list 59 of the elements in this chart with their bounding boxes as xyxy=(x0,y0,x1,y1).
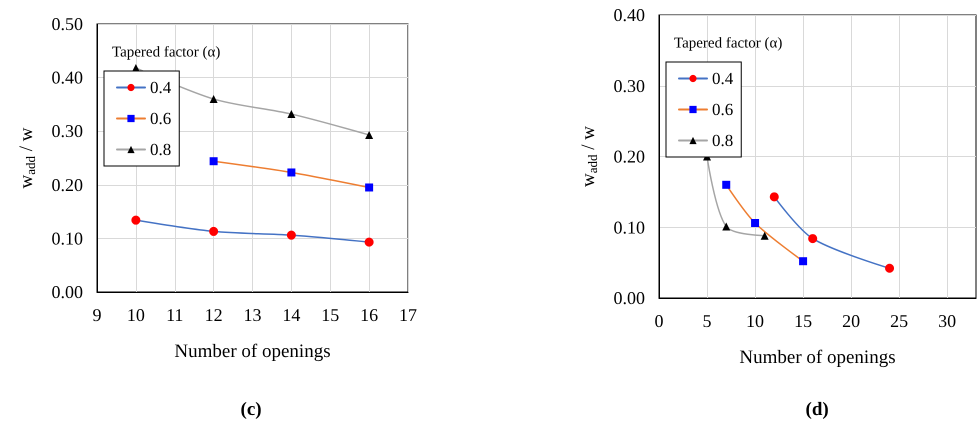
legend-label: 0.4 xyxy=(712,69,734,88)
point xyxy=(722,180,730,189)
x-tick-label: 15 xyxy=(321,305,340,325)
x-tick-label: 14 xyxy=(282,305,300,325)
point xyxy=(365,130,374,139)
y-tick-label: 0.20 xyxy=(52,174,83,195)
point xyxy=(364,238,374,247)
point xyxy=(770,192,779,202)
x-tick-label: 13 xyxy=(244,305,262,325)
point xyxy=(287,168,296,176)
legend-title: Tapered factor (α) xyxy=(674,36,782,52)
x-tick-label: 10 xyxy=(746,311,764,331)
x-tick-label: 20 xyxy=(842,311,860,331)
y-tick-label: 0.00 xyxy=(52,282,83,302)
point xyxy=(365,183,374,192)
x-tick-label: 30 xyxy=(938,311,956,331)
y-tick-label: 0.00 xyxy=(614,288,645,308)
y-tick-label: 0.40 xyxy=(52,68,83,88)
y-tick-label: 0.20 xyxy=(614,146,645,166)
legend-label: 0.8 xyxy=(150,140,172,159)
x-tick-label: 16 xyxy=(360,305,378,325)
x-tick-label: 25 xyxy=(890,311,908,331)
point xyxy=(808,234,818,244)
point xyxy=(287,110,296,118)
y-tick-label: 0.40 xyxy=(614,5,645,25)
x-tick-label: 17 xyxy=(399,305,417,325)
legend-label: 0.4 xyxy=(150,78,172,97)
point xyxy=(210,95,218,104)
point xyxy=(722,222,730,231)
y-tick-label: 0.30 xyxy=(52,121,83,142)
x-tick-label: 11 xyxy=(166,305,184,325)
y-tick-label: 0.10 xyxy=(52,228,83,248)
x-tick-label: 5 xyxy=(702,311,712,331)
legend-label: 0.8 xyxy=(712,131,734,150)
point xyxy=(131,216,140,225)
legend-label: 0.6 xyxy=(150,109,172,128)
y-axis-title: wadd / w xyxy=(578,126,600,187)
y-tick-label: 0.50 xyxy=(52,14,83,34)
point xyxy=(799,257,808,266)
text: (c) xyxy=(240,399,262,420)
x-tick-label: 12 xyxy=(204,305,223,325)
point xyxy=(210,157,218,166)
y-axis-title: wadd / w xyxy=(16,127,38,188)
y-tick-label: 0.10 xyxy=(614,217,645,238)
x-axis-title: Number of openings xyxy=(174,341,331,362)
point xyxy=(209,226,218,236)
x-tick-label: 10 xyxy=(126,305,145,325)
x-axis-title: Number of openings xyxy=(739,347,896,368)
x-tick-label: 9 xyxy=(92,305,102,325)
y-tick-label: 0.30 xyxy=(614,76,645,96)
legend-label: 0.6 xyxy=(712,100,734,119)
text: (d) xyxy=(806,399,829,420)
point xyxy=(751,219,760,228)
point xyxy=(286,230,296,240)
x-tick-label: 0 xyxy=(654,311,664,331)
x-tick-label: 15 xyxy=(794,311,812,331)
point xyxy=(885,264,894,273)
legend-title: Tapered factor (α) xyxy=(112,44,220,60)
point xyxy=(760,232,769,240)
